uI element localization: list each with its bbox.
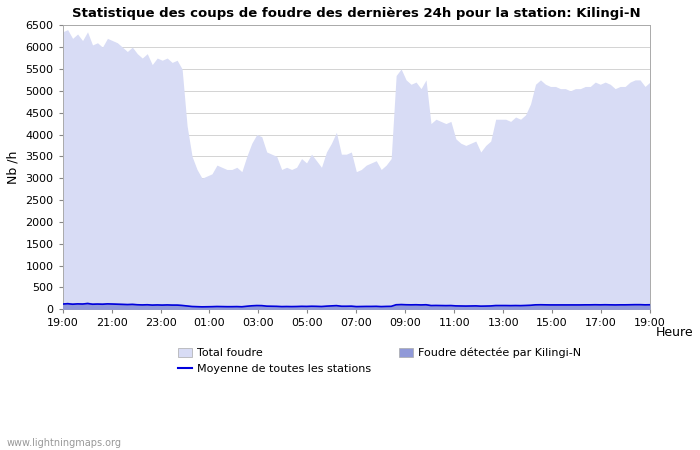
Y-axis label: Nb /h: Nb /h <box>7 151 20 184</box>
Text: Heure: Heure <box>656 326 694 339</box>
Legend: Total foudre, Moyenne de toutes les stations, Foudre détectée par Kilingi-N: Total foudre, Moyenne de toutes les stat… <box>174 343 586 378</box>
Title: Statistique des coups de foudre des dernières 24h pour la station: Kilingi-N: Statistique des coups de foudre des dern… <box>72 7 641 20</box>
Text: www.lightningmaps.org: www.lightningmaps.org <box>7 438 122 448</box>
